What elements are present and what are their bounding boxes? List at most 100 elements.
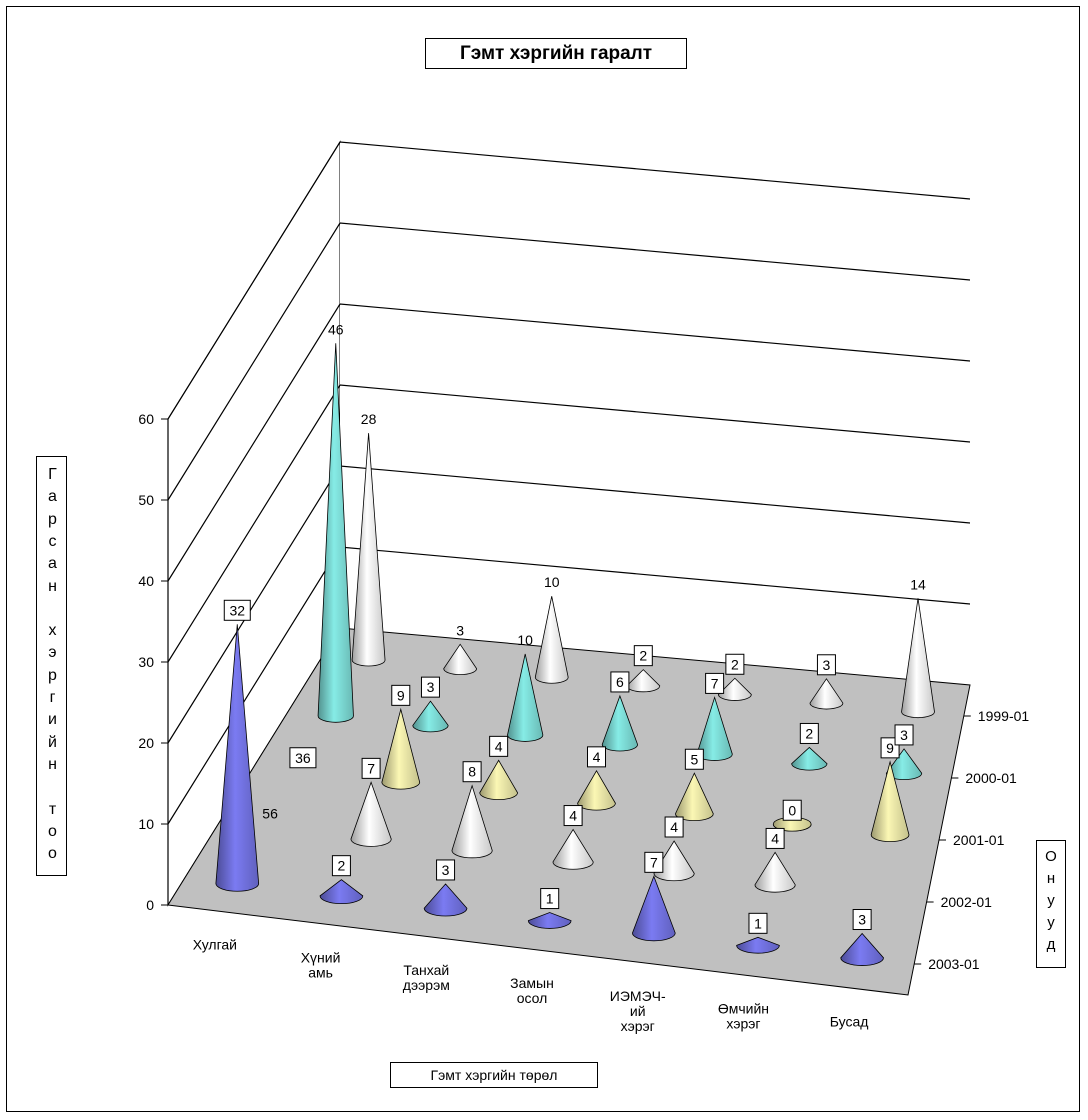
cone-2001-01-1: [381, 707, 421, 790]
data-label: 4: [587, 746, 606, 768]
data-label: 8: [462, 761, 482, 783]
data-label-text: 5: [690, 751, 698, 767]
data-label-box: [331, 855, 351, 877]
data-label-text: 6: [616, 674, 624, 690]
data-label-text: 3: [442, 862, 450, 878]
data-label: 4: [489, 735, 509, 757]
cone-body: [653, 840, 695, 882]
x-tick-label: Өмчийн хэрэг: [718, 1001, 769, 1032]
data-label: 32: [223, 599, 251, 621]
cone-2003-01-3: [527, 912, 572, 929]
cone-2001-01-2: [479, 759, 518, 801]
cone-2000-01-2: [507, 653, 544, 742]
data-label-box: [816, 654, 836, 676]
x-axis-title: Гэмт хэргийн төрөл: [390, 1062, 598, 1088]
data-label: 10: [544, 574, 560, 590]
cone-body: [319, 879, 364, 905]
cone-body: [552, 828, 594, 870]
data-label: 14: [910, 576, 926, 592]
data-label-text: 3: [858, 912, 866, 928]
cone-body: [527, 912, 572, 929]
data-label: 3: [456, 622, 464, 638]
cone-body: [791, 746, 828, 771]
cone-1999-01-4: [718, 677, 752, 701]
cone-1999-01-6: [901, 598, 935, 719]
data-label-text: 46: [328, 321, 344, 337]
data-label: 3: [852, 909, 872, 931]
data-label-text: 9: [886, 740, 894, 756]
cone-2003-01-4: [632, 875, 676, 942]
cone-1999-01-0: [351, 433, 386, 667]
y-tick-label: 20: [138, 735, 154, 751]
axis-title-letter: э: [48, 644, 57, 662]
data-label-box: [610, 671, 630, 693]
data-label-text: 4: [593, 749, 601, 765]
data-label-text: 2: [805, 725, 813, 741]
data-label-box: [765, 827, 785, 849]
gridline-60: [167, 141, 971, 420]
cone-2001-01-6: [870, 760, 910, 843]
data-label-text: 2: [639, 648, 647, 664]
data-label: 4: [664, 816, 684, 838]
data-label-box: [684, 748, 704, 770]
data-label-text: 3: [900, 727, 908, 743]
data-label-box: [563, 805, 583, 827]
cone-body: [736, 936, 780, 954]
cone-body: [632, 875, 676, 942]
data-label-box: [664, 816, 684, 838]
data-label-box: [894, 724, 914, 746]
cone-body: [451, 784, 493, 859]
cone-2002-01-1: [350, 781, 392, 847]
axis-title-letter: с: [48, 532, 57, 550]
cone-body: [423, 883, 468, 917]
data-label-text: 1: [546, 891, 554, 907]
cone-2003-01-5: [736, 936, 780, 954]
data-label-box: [852, 909, 872, 931]
z-tick-label: 2000-01: [965, 770, 1017, 786]
y-tick-label: 30: [138, 654, 154, 670]
axis-title-letter: у: [1047, 914, 1055, 931]
axis-title-letter: О: [1045, 848, 1057, 865]
axis-title-letter: о: [48, 822, 57, 840]
y-tick-label: 50: [138, 492, 154, 508]
data-label-text: 28: [361, 411, 377, 427]
data-label-text: 0: [788, 802, 796, 818]
axis-title-letter: г: [49, 689, 56, 706]
cone-2002-01-5: [754, 851, 796, 893]
axis-title-letter: р: [48, 666, 57, 684]
cone-body: [479, 759, 518, 801]
data-label-box: [361, 757, 381, 779]
z-tick-label: 2003-01: [928, 956, 980, 972]
data-label: 10: [517, 632, 533, 648]
data-label: 46: [328, 321, 344, 337]
data-label-text: 32: [229, 602, 245, 618]
cone-body: [351, 433, 386, 667]
data-label-text: 36: [295, 750, 311, 766]
data-label-box: [462, 761, 482, 783]
data-label: 2: [633, 645, 653, 667]
data-label: 6: [610, 671, 630, 693]
data-label: 9: [391, 684, 411, 706]
data-label-box: [391, 684, 411, 706]
data-label: 3: [436, 859, 456, 881]
data-label: 3: [894, 724, 914, 746]
axis-title-letter: д: [1046, 936, 1056, 953]
axis-title-letter: у: [1047, 892, 1055, 909]
data-label-text: 3: [823, 657, 831, 673]
cone-body: [443, 643, 478, 676]
gridline-30: [167, 384, 971, 663]
y-tick-label: 10: [138, 816, 154, 832]
data-label: 1: [748, 912, 768, 934]
axis-title-letter: Г: [48, 466, 57, 483]
cone-body: [718, 677, 752, 701]
data-label: 1: [540, 888, 560, 910]
data-label: 5: [684, 748, 704, 770]
cone-2002-01-2: [451, 784, 493, 859]
cone-2000-01-0: [317, 343, 354, 723]
data-label-text: 2: [338, 858, 346, 874]
